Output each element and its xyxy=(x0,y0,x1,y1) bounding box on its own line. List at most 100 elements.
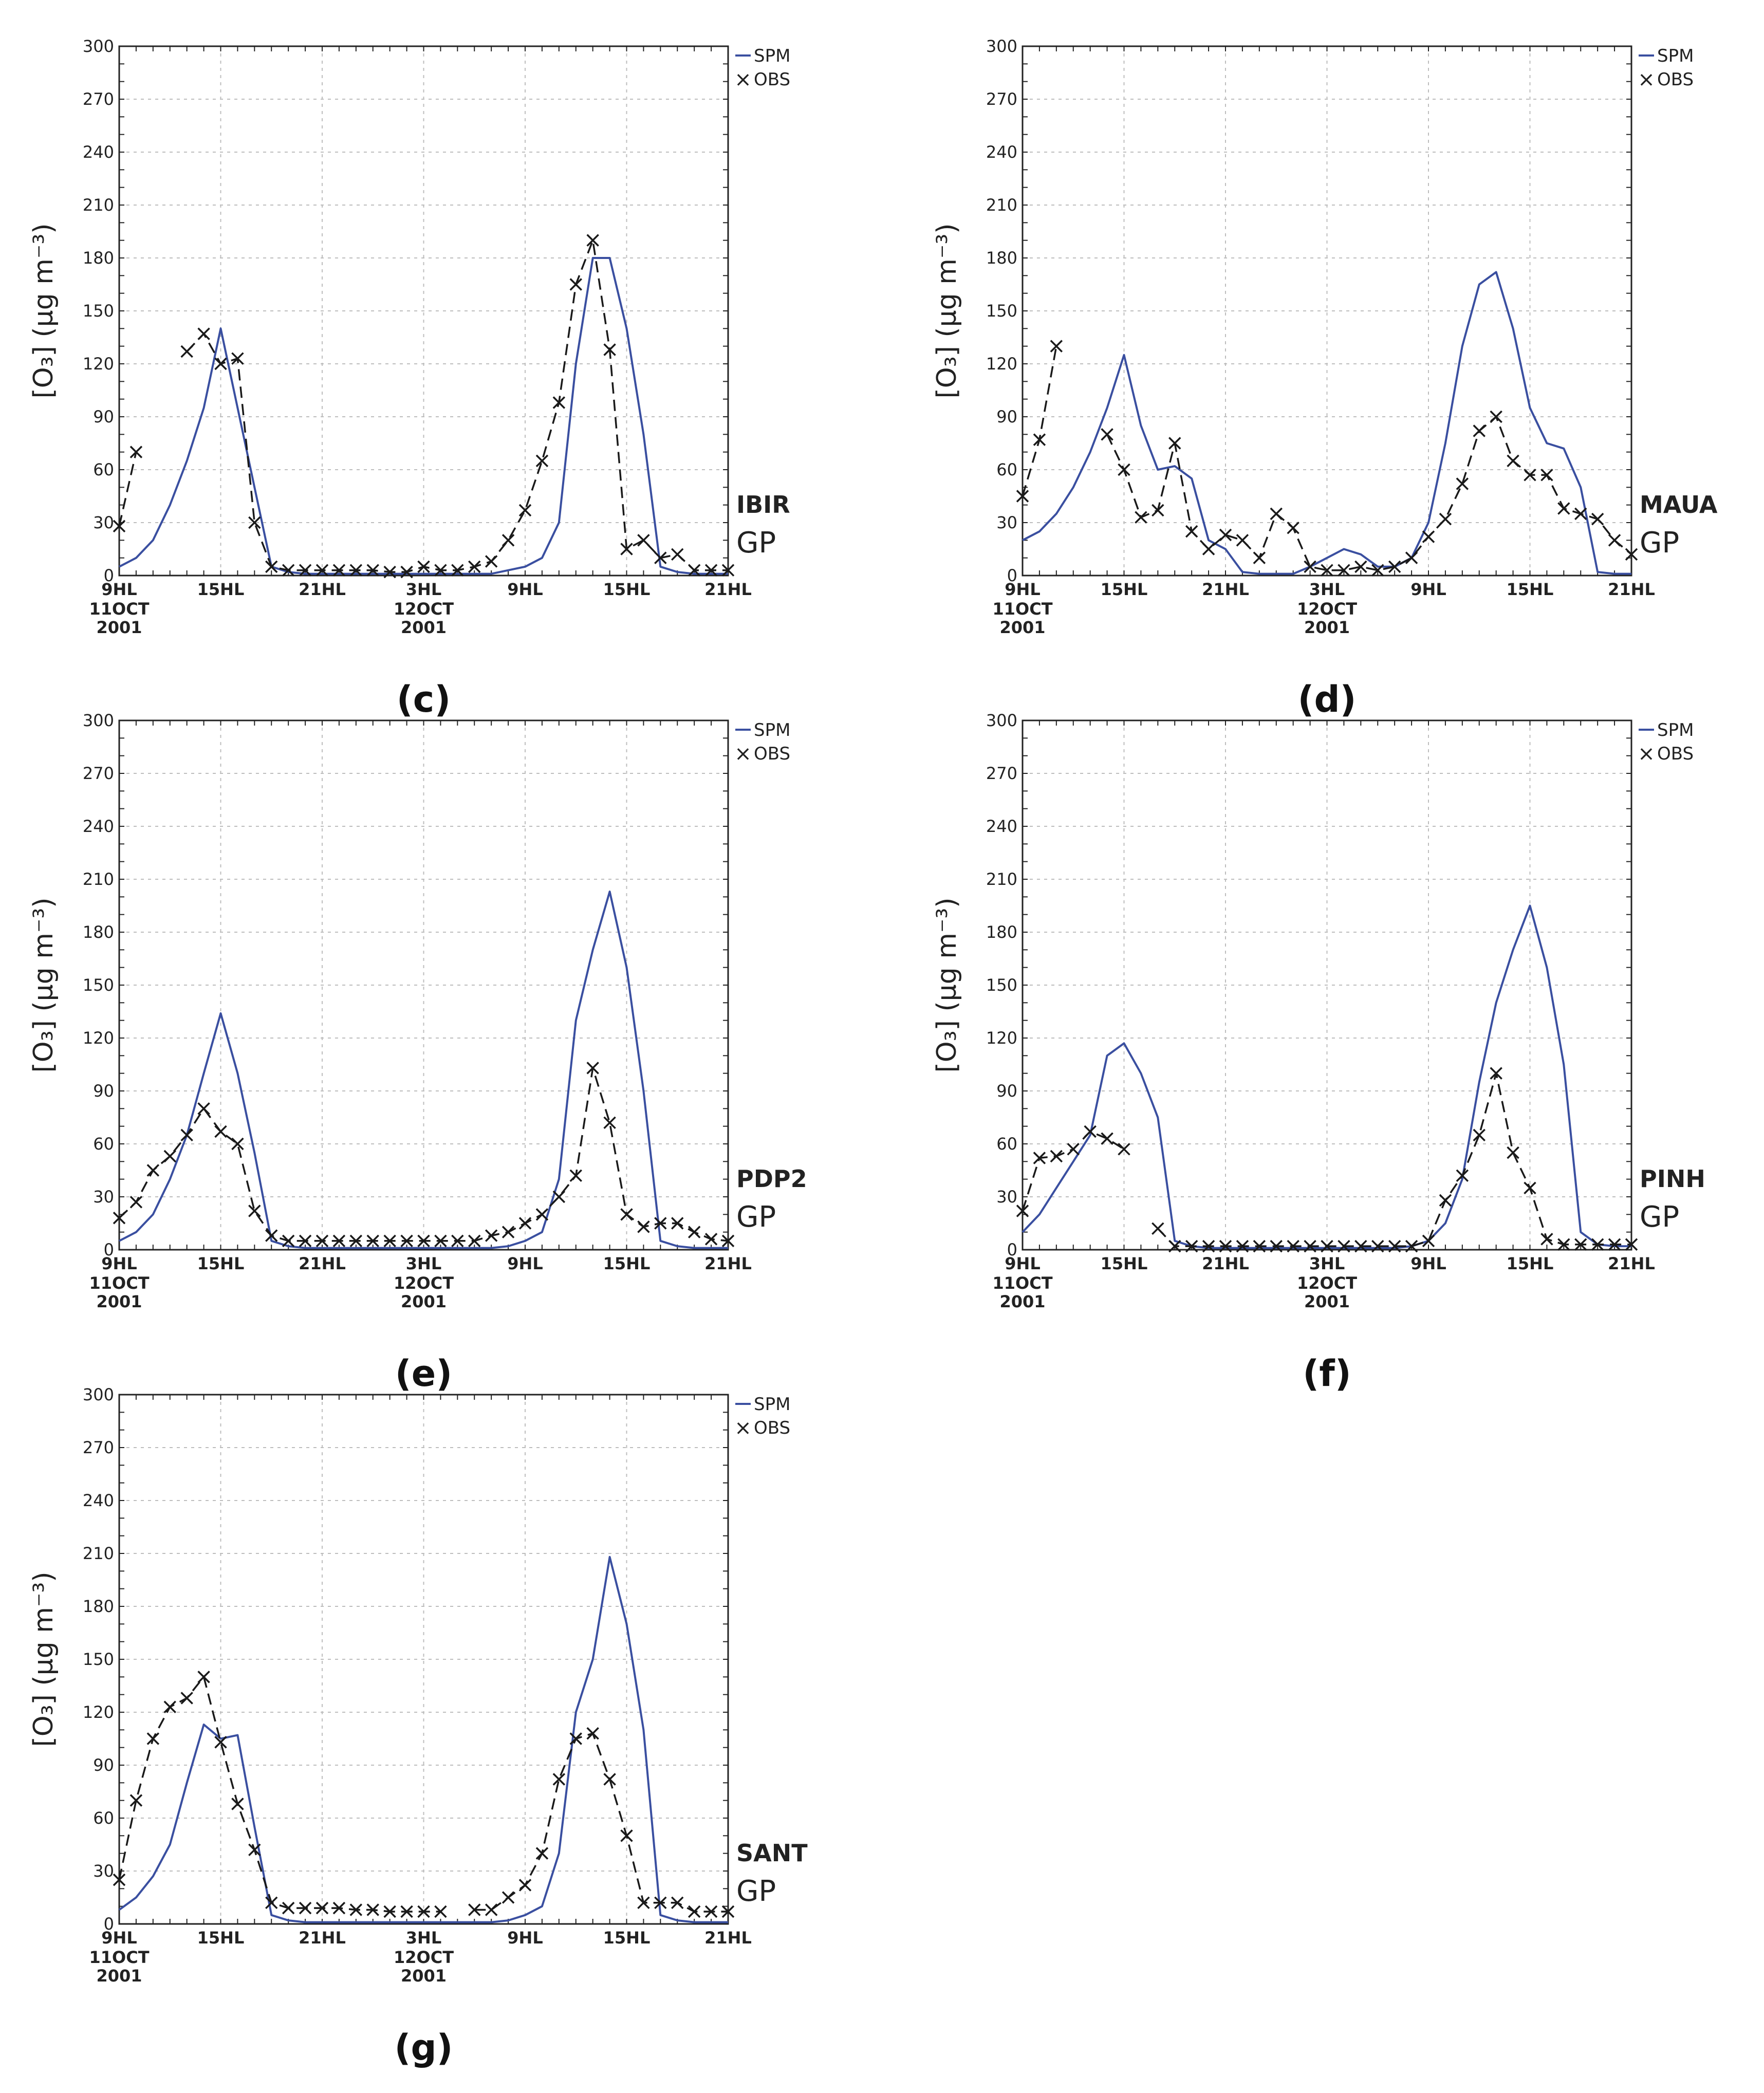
x-tick-label: 21HL xyxy=(1608,1254,1655,1273)
obs-point xyxy=(282,1234,295,1248)
obs-point xyxy=(1253,551,1266,564)
obs-point xyxy=(1287,522,1299,534)
legend-obs-marker: × xyxy=(1638,68,1655,91)
obs-point xyxy=(434,564,447,577)
obs-point xyxy=(688,564,701,577)
obs-point xyxy=(451,564,464,577)
chart-panel-c: 03060901201501802102402703009HL11OCT2001… xyxy=(28,36,790,720)
x-tick-date-label: 11OCT xyxy=(89,1948,149,1967)
legend-spm-label: SPM xyxy=(1657,46,1694,66)
obs-point xyxy=(129,1794,143,1807)
x-tick-date-label: 12OCT xyxy=(394,1273,454,1293)
obs-point xyxy=(1118,1143,1130,1156)
station-label: MAUA xyxy=(1640,491,1718,518)
obs-point xyxy=(400,1234,413,1248)
obs-point xyxy=(1253,1239,1266,1253)
obs-point xyxy=(468,1903,481,1916)
obs-point xyxy=(1608,534,1621,547)
obs-series-line xyxy=(118,452,137,527)
obs-point xyxy=(552,1773,566,1786)
obs-point xyxy=(1625,1238,1638,1251)
obs-point xyxy=(163,1700,176,1713)
obs-point xyxy=(1405,1239,1418,1253)
x-tick-label: 15HL xyxy=(603,1928,651,1948)
x-tick-label: 9HL xyxy=(1005,1254,1040,1273)
x-tick-label: 9HL xyxy=(101,1254,137,1273)
obs-point xyxy=(1185,1239,1198,1253)
obs-point xyxy=(417,1905,430,1918)
obs-point xyxy=(671,1217,684,1230)
x-tick-date-label: 2001 xyxy=(401,1966,447,1986)
x-tick-label: 15HL xyxy=(603,580,651,599)
x-tick-label: 15HL xyxy=(197,1928,245,1948)
x-tick-date-label: 2001 xyxy=(999,1292,1045,1311)
y-tick-label: 150 xyxy=(83,301,114,321)
x-tick-label: 21HL xyxy=(704,1254,752,1273)
obs-point xyxy=(704,564,718,577)
y-tick-label: 90 xyxy=(93,1081,114,1101)
obs-point xyxy=(552,1190,566,1203)
obs-point xyxy=(721,1234,735,1248)
obs-point xyxy=(1456,477,1469,490)
y-tick-label: 60 xyxy=(93,1134,114,1154)
obs-point xyxy=(1591,512,1604,526)
obs-point xyxy=(366,1234,379,1248)
obs-point xyxy=(1540,1233,1553,1246)
obs-point xyxy=(637,1896,650,1910)
obs-point xyxy=(1439,512,1452,526)
obs-point xyxy=(214,1736,227,1749)
obs-point xyxy=(400,565,413,579)
obs-point xyxy=(721,564,735,577)
obs-point xyxy=(214,1125,227,1138)
x-tick-label: 21HL xyxy=(1202,580,1249,599)
y-tick-label: 300 xyxy=(986,36,1017,56)
obs-point xyxy=(1168,1239,1181,1253)
obs-point xyxy=(502,1226,515,1238)
obs-point xyxy=(620,1829,633,1842)
obs-point xyxy=(569,278,582,291)
x-tick-label: 21HL xyxy=(299,1928,346,1948)
obs-point xyxy=(366,564,379,577)
x-tick-label: 9HL xyxy=(507,1254,543,1273)
panel-caption: (f) xyxy=(1303,1353,1351,1395)
obs-point xyxy=(468,560,481,573)
obs-point xyxy=(704,1905,718,1918)
x-tick-label: 15HL xyxy=(197,580,245,599)
y-tick-label: 240 xyxy=(83,817,114,836)
obs-point xyxy=(197,327,210,340)
panel-caption: (c) xyxy=(397,678,451,720)
obs-point xyxy=(1067,1143,1080,1156)
x-tick-label: 3HL xyxy=(1309,1254,1345,1273)
obs-point xyxy=(231,352,244,365)
obs-point xyxy=(1507,454,1519,468)
x-tick-date-label: 2001 xyxy=(96,1966,142,1986)
chart-panel-d: 03060901201501802102402703009HL11OCT2001… xyxy=(932,36,1718,720)
obs-point xyxy=(1490,410,1502,423)
obs-point xyxy=(383,1234,396,1248)
obs-series-line xyxy=(118,1675,441,1913)
x-tick-label: 15HL xyxy=(1101,580,1148,599)
obs-point xyxy=(129,1196,143,1209)
obs-point xyxy=(535,1208,549,1221)
x-tick-label: 15HL xyxy=(1507,580,1554,599)
obs-point xyxy=(485,1903,498,1916)
obs-point xyxy=(231,1798,244,1810)
region-label: GP xyxy=(736,526,776,560)
legend-spm-label: SPM xyxy=(754,1394,790,1415)
obs-point xyxy=(434,1234,447,1248)
obs-point xyxy=(1135,511,1147,524)
obs-point xyxy=(1557,1238,1570,1251)
y-tick-label: 300 xyxy=(83,36,114,56)
obs-point xyxy=(248,1843,261,1857)
obs-point xyxy=(518,1217,532,1230)
obs-point xyxy=(502,534,515,547)
obs-point xyxy=(434,1905,447,1918)
obs-point xyxy=(1270,507,1283,521)
obs-point xyxy=(282,564,295,577)
obs-point xyxy=(332,1901,346,1915)
obs-series-line xyxy=(1157,1073,1631,1247)
obs-point xyxy=(620,543,633,555)
obs-point xyxy=(1050,1150,1063,1163)
y-tick-label: 210 xyxy=(83,869,114,889)
obs-point xyxy=(113,1873,126,1886)
